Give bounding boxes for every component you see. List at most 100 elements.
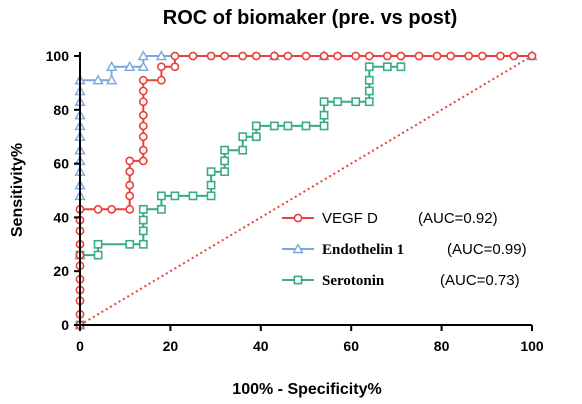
y-tick-label-100: 100 [46,48,70,64]
legend-marker-serotonin [293,275,303,285]
legend-auc-vegf-d: (AUC=0.92) [418,210,498,227]
point-serotonin-25 [301,121,311,131]
point-vegf-d-39 [333,51,343,61]
y-tick-label-20: 20 [53,263,69,279]
x-tick-label-60: 60 [343,338,359,354]
point-serotonin-31 [364,97,374,107]
point-serotonin-30 [351,97,361,107]
point-vegf-d-14 [125,191,135,201]
point-vegf-d-32 [220,51,230,61]
x-tick-label-80: 80 [434,338,450,354]
y-tick-label-60: 60 [53,156,69,172]
point-vegf-d-35 [269,51,279,61]
point-serotonin-20 [238,132,248,142]
point-serotonin-3 [93,239,103,249]
point-vegf-d-46 [446,51,456,61]
point-serotonin-4 [125,239,135,249]
y-tick-label-40: 40 [53,209,69,225]
point-serotonin-17 [220,156,230,166]
point-serotonin-35 [382,62,392,72]
x-tick-label-100: 100 [520,338,544,354]
legend-auc-serotonin: (AUC=0.73) [440,272,520,289]
point-vegf-d-29 [170,51,180,61]
point-vegf-d-49 [495,51,505,61]
point-vegf-d-13 [125,204,135,214]
point-vegf-d-41 [364,51,374,61]
x-axis-label: 100% - Specificity% [232,381,381,398]
point-serotonin-12 [188,191,198,201]
plot-area: 0 20 40 60 80 100 0 20 40 60 80 100 [46,48,544,354]
point-serotonin-9 [156,204,166,214]
point-serotonin-14 [206,180,216,190]
point-serotonin-28 [319,97,329,107]
point-serotonin-8 [138,204,148,214]
point-vegf-d-28 [170,62,180,72]
point-serotonin-24 [283,121,293,131]
point-vegf-d-43 [396,51,406,61]
legend-label-endothelin-1: Endothelin 1 [322,242,404,258]
point-serotonin-15 [206,167,216,177]
point-vegf-d-33 [238,51,248,61]
point-serotonin-7 [138,215,148,225]
point-endothelin-1-15 [106,60,118,71]
point-serotonin-18 [220,145,230,155]
point-vegf-d-17 [125,156,135,166]
point-vegf-d-16 [125,167,135,177]
x-tick-label-40: 40 [253,338,269,354]
point-endothelin-1-13 [92,74,104,85]
point-serotonin-11 [170,191,180,201]
point-vegf-d-50 [509,51,519,61]
point-serotonin-10 [156,191,166,201]
point-vegf-d-44 [414,51,424,61]
point-serotonin-21 [251,132,261,142]
point-vegf-d-19 [138,145,148,155]
point-serotonin-36 [396,62,406,72]
point-serotonin-22 [251,121,261,131]
point-serotonin-27 [319,110,329,120]
point-vegf-d-37 [301,51,311,61]
point-vegf-d-25 [138,75,148,85]
point-vegf-d-22 [138,110,148,120]
point-serotonin-19 [238,145,248,155]
point-vegf-d-26 [156,75,166,85]
point-serotonin-32 [364,86,374,96]
point-vegf-d-48 [477,51,487,61]
point-endothelin-1-14 [106,74,118,85]
point-vegf-d-47 [464,51,474,61]
point-vegf-d-27 [156,62,166,72]
point-vegf-d-20 [138,132,148,142]
point-serotonin-29 [333,97,343,107]
point-endothelin-1-16 [124,60,136,71]
point-serotonin-34 [364,62,374,72]
point-vegf-d-51 [527,51,537,61]
point-vegf-d-15 [125,180,135,190]
x-tick-label-20: 20 [163,338,179,354]
point-serotonin-13 [206,191,216,201]
point-serotonin-2 [93,250,103,260]
point-vegf-d-42 [382,51,392,61]
legend-auc-endothelin-1: (AUC=0.99) [447,241,527,258]
legend-marker-endothelin-1 [292,243,304,254]
point-vegf-d-24 [138,86,148,96]
y-axis-label: Sensitivity% [9,143,26,237]
point-vegf-d-34 [251,51,261,61]
point-vegf-d-40 [351,51,361,61]
point-serotonin-23 [269,121,279,131]
point-vegf-d-21 [138,121,148,131]
legend-marker-vegf-d [293,213,303,223]
point-endothelin-1-19 [155,50,167,61]
point-vegf-d-12 [107,204,117,214]
legend-label-serotonin: Serotonin [322,273,385,289]
point-vegf-d-36 [283,51,293,61]
point-serotonin-16 [220,167,230,177]
point-serotonin-6 [138,226,148,236]
point-vegf-d-38 [319,51,329,61]
point-vegf-d-31 [206,51,216,61]
point-vegf-d-45 [432,51,442,61]
point-serotonin-33 [364,75,374,85]
legend-label-vegf-d: VEGF D [322,210,378,227]
point-endothelin-1-17 [137,60,149,71]
point-vegf-d-30 [188,51,198,61]
point-serotonin-26 [319,121,329,131]
